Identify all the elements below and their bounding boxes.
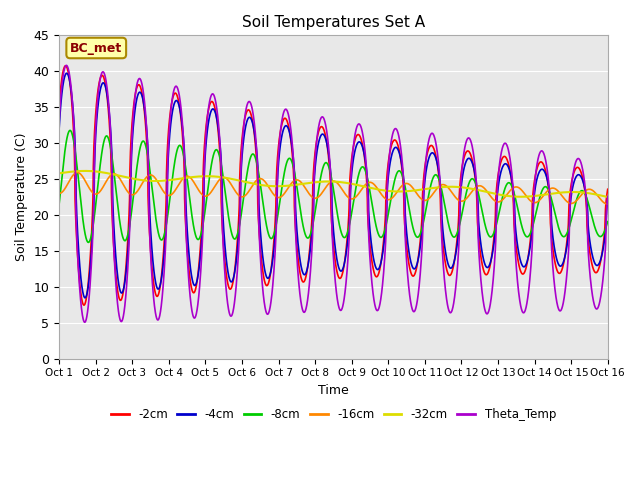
-8cm [55, 201, 63, 207]
-4cm [593, 263, 601, 268]
-4cm [534, 172, 542, 178]
-8cm [66, 128, 74, 133]
-4cm [81, 295, 89, 300]
-32cm [55, 170, 63, 176]
Y-axis label: Soil Temperature (C): Soil Temperature (C) [15, 133, 28, 261]
-32cm [534, 192, 542, 198]
Legend: -2cm, -4cm, -8cm, -16cm, -32cm, Theta_Temp: -2cm, -4cm, -8cm, -16cm, -32cm, Theta_Te… [106, 403, 561, 426]
Text: BC_met: BC_met [70, 41, 122, 55]
-32cm [81, 168, 89, 174]
Theta_Temp [81, 319, 88, 325]
X-axis label: Time: Time [318, 384, 349, 397]
-2cm [118, 295, 126, 300]
-8cm [593, 230, 601, 236]
-16cm [118, 179, 125, 185]
Line: -2cm: -2cm [59, 66, 608, 305]
Line: -8cm: -8cm [59, 131, 608, 242]
Theta_Temp [266, 306, 274, 312]
-2cm [61, 63, 69, 69]
-16cm [534, 199, 542, 204]
-32cm [593, 192, 601, 198]
Line: -32cm: -32cm [59, 171, 608, 197]
-32cm [266, 183, 273, 189]
Line: -4cm: -4cm [59, 73, 608, 298]
Theta_Temp [534, 156, 542, 161]
Line: Theta_Temp: Theta_Temp [59, 65, 608, 322]
-8cm [84, 240, 92, 245]
-2cm [604, 186, 612, 192]
-16cm [290, 179, 298, 184]
-4cm [290, 158, 298, 164]
Theta_Temp [151, 304, 159, 310]
-4cm [266, 272, 274, 278]
-32cm [118, 173, 125, 179]
-16cm [150, 174, 158, 180]
-8cm [534, 201, 542, 206]
-8cm [118, 232, 126, 238]
-16cm [604, 201, 612, 207]
-32cm [290, 182, 298, 188]
-2cm [151, 287, 159, 293]
Title: Soil Temperatures Set A: Soil Temperatures Set A [242, 15, 425, 30]
-2cm [55, 103, 63, 109]
-8cm [151, 206, 159, 212]
-8cm [604, 219, 612, 225]
-4cm [151, 274, 159, 279]
Theta_Temp [118, 318, 126, 324]
Theta_Temp [593, 306, 601, 312]
Theta_Temp [55, 119, 63, 124]
-4cm [63, 71, 70, 76]
Line: -16cm: -16cm [59, 172, 608, 204]
Theta_Temp [604, 193, 612, 199]
-16cm [55, 191, 63, 196]
-16cm [266, 186, 273, 192]
-4cm [604, 198, 612, 204]
-4cm [55, 126, 63, 132]
-8cm [290, 166, 298, 171]
-2cm [593, 269, 601, 275]
-2cm [80, 302, 88, 308]
-2cm [290, 172, 298, 178]
-2cm [266, 275, 274, 280]
-16cm [593, 192, 601, 198]
-2cm [534, 162, 542, 168]
Theta_Temp [63, 62, 70, 68]
-4cm [118, 290, 126, 296]
Theta_Temp [290, 160, 298, 166]
-8cm [266, 235, 274, 240]
-16cm [74, 169, 81, 175]
-32cm [150, 178, 158, 184]
-32cm [604, 194, 612, 200]
